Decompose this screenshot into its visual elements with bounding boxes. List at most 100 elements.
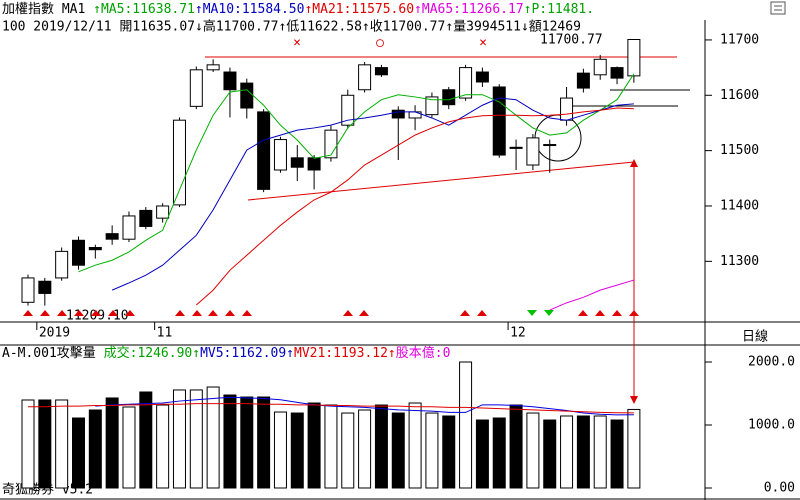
price-header: 加權指數 MA1 ↑MA5:11638.71↑MA10:11584.50↑MA2… bbox=[2, 2, 594, 17]
volume-bar bbox=[610, 419, 624, 489]
candle-body bbox=[341, 94, 355, 126]
header-item: MV21:1193.12↑ bbox=[294, 346, 396, 361]
x-tick-label: 11 bbox=[157, 326, 173, 341]
volume-bar bbox=[391, 412, 405, 489]
signal-up bbox=[225, 310, 235, 316]
volume-bar bbox=[189, 389, 203, 489]
signal-down bbox=[527, 310, 537, 316]
volume-bar bbox=[307, 402, 321, 489]
signal-up bbox=[91, 310, 101, 316]
candle-body bbox=[391, 109, 405, 119]
candle-body bbox=[475, 71, 489, 83]
x-tick-label: 2019 bbox=[39, 326, 70, 341]
candle-body bbox=[324, 129, 338, 159]
signal-up bbox=[578, 310, 588, 316]
candle-body bbox=[139, 209, 153, 227]
candle-body bbox=[526, 137, 540, 166]
volume-bar bbox=[408, 402, 422, 489]
signal-up bbox=[359, 310, 369, 316]
signal-up bbox=[125, 310, 135, 316]
volume-header: A-M.001攻擊量 成交:1246.90↑MV5:1162.09↑MV21:1… bbox=[2, 345, 450, 361]
candle-body bbox=[38, 280, 52, 294]
signal-up bbox=[460, 310, 470, 316]
volume-bar bbox=[459, 361, 473, 489]
candle-body bbox=[122, 215, 136, 240]
candle-body bbox=[172, 119, 186, 206]
signal-up bbox=[74, 310, 84, 316]
candle-body bbox=[290, 157, 304, 168]
candle-body bbox=[560, 97, 574, 121]
signal-up bbox=[629, 310, 639, 316]
volume-bar bbox=[21, 399, 35, 489]
volume-bar bbox=[223, 394, 237, 489]
volume-bar bbox=[593, 415, 607, 489]
candle-body bbox=[358, 64, 372, 91]
volume-bar bbox=[273, 411, 287, 489]
candle-body bbox=[425, 96, 439, 116]
volume-bar bbox=[55, 399, 69, 489]
signal-up bbox=[23, 310, 33, 316]
indicator-line bbox=[28, 403, 634, 414]
y-tick-label: 11400 bbox=[720, 198, 759, 213]
y-tick-label: 11500 bbox=[720, 143, 759, 158]
volume-bar bbox=[172, 389, 186, 489]
y-tick-label: 0.00 bbox=[764, 480, 795, 495]
header-item: ↑MA65:11266.17 bbox=[414, 2, 524, 17]
candle-body bbox=[442, 89, 456, 106]
signal-up bbox=[343, 310, 353, 316]
candle-body bbox=[307, 157, 321, 171]
candle-body bbox=[257, 111, 271, 190]
y-tick-label: 11600 bbox=[720, 88, 759, 103]
indicator-line bbox=[111, 97, 634, 291]
candle-body bbox=[21, 277, 35, 303]
y-tick-label: 11700 bbox=[720, 32, 759, 47]
volume-bar bbox=[38, 399, 52, 489]
volume-bar bbox=[374, 404, 388, 489]
volume-bar bbox=[509, 404, 523, 489]
volume-bar bbox=[240, 396, 254, 489]
indicator-line bbox=[549, 279, 635, 311]
candle-body bbox=[576, 72, 590, 89]
high-label: 11700.77 bbox=[540, 33, 603, 48]
volume-bar bbox=[543, 419, 557, 489]
toolbar-icon[interactable] bbox=[770, 1, 786, 15]
volume-bar bbox=[475, 419, 489, 489]
candle-body bbox=[223, 71, 237, 91]
volume-bar bbox=[324, 404, 338, 489]
volume-bar bbox=[358, 409, 372, 489]
header-item: MV5:1162.09↑ bbox=[200, 346, 294, 361]
signal-up bbox=[40, 310, 50, 316]
volume-bar bbox=[526, 412, 540, 489]
candle-body bbox=[492, 86, 506, 156]
o-marker: ○ bbox=[376, 36, 384, 51]
indicator-line bbox=[78, 73, 635, 273]
candle-body bbox=[627, 39, 641, 77]
signal-up bbox=[57, 310, 67, 316]
signal-up bbox=[208, 310, 218, 316]
candle-body bbox=[543, 144, 557, 147]
volume-bar bbox=[105, 397, 119, 489]
candle-body bbox=[593, 58, 607, 76]
volume-bar bbox=[425, 412, 439, 489]
volume-bar bbox=[341, 412, 355, 489]
volume-bar bbox=[576, 415, 590, 489]
x-marker: × bbox=[293, 36, 301, 51]
volume-bar bbox=[88, 409, 102, 489]
candle-body bbox=[71, 239, 85, 266]
signal-up bbox=[108, 310, 118, 316]
x-marker: × bbox=[479, 36, 487, 51]
volume-bar bbox=[139, 391, 153, 489]
candle-body bbox=[105, 233, 119, 240]
header-item: ↑MA5:11638.71 bbox=[93, 2, 195, 17]
header-item: ↑MA10:11584.50 bbox=[195, 2, 305, 17]
trend-line bbox=[247, 161, 635, 201]
candle-body bbox=[509, 146, 523, 149]
period-label[interactable]: 日線 bbox=[742, 329, 768, 345]
header-item: 加權指數 MA1 bbox=[2, 2, 93, 17]
arrow-head bbox=[630, 159, 638, 167]
signal-up bbox=[242, 310, 252, 316]
volume-bar bbox=[257, 396, 271, 489]
signal-up bbox=[192, 310, 202, 316]
candle-body bbox=[459, 67, 473, 99]
volume-bar bbox=[560, 415, 574, 489]
